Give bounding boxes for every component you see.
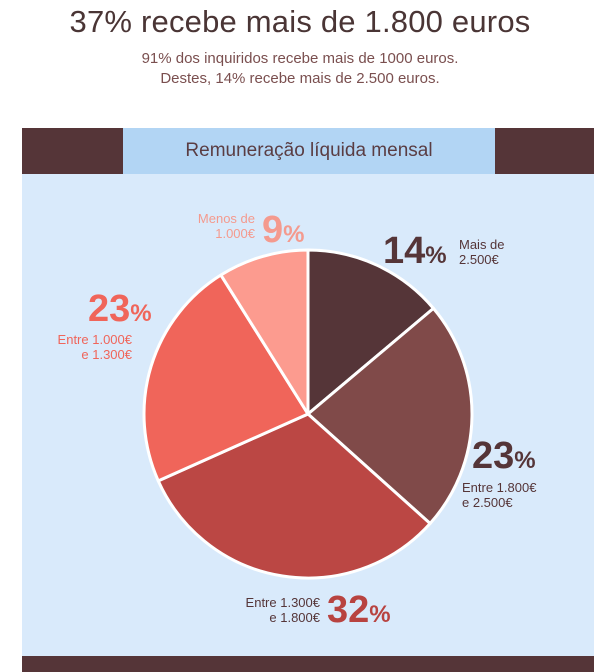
slice-23a-label-line2: e 2.500€ (462, 494, 513, 510)
slice-23b-label-line2: e 1.300€ (81, 346, 132, 362)
subtitle-line-2: Destes, 14% recebe mais de 2.500 euros. (160, 70, 440, 87)
label-9-text: Menos de 1.000€ (170, 211, 255, 242)
label-23a-text: Entre 1.800€ e 2.500€ (462, 480, 537, 511)
slice-32-number: 32 (327, 589, 370, 631)
pie-slice-4 (219, 248, 310, 416)
slice-32-label-line2: e 1.800€ (269, 609, 320, 625)
slice-23a-number: 23 (472, 435, 515, 477)
label-14-value: 14% (383, 232, 447, 270)
slice-14-label-line2: 2.500€ (459, 251, 499, 267)
slice-9-label-line2: 1.000€ (215, 225, 255, 241)
slice-9-number: 9 (262, 209, 284, 251)
label-23a-value: 23% (472, 437, 536, 475)
slice-14-label-line1: Mais de (459, 237, 505, 252)
slice-23b-label-line1: Entre 1.000€ (57, 332, 132, 347)
slice-32-label-line1: Entre 1.300€ (245, 595, 320, 610)
label-23b-text: Entre 1.000€ e 1.300€ (32, 332, 132, 363)
pie-slice-3 (142, 273, 310, 483)
slice-9-label-line1: Menos de (197, 211, 255, 226)
slice-9-percent-sign: % (283, 221, 305, 248)
pie-slice-0 (306, 248, 435, 416)
slice-14-percent-sign: % (425, 242, 447, 269)
subtitle-line-1: 91% dos inquiridos recebe mais de 1000 e… (141, 50, 459, 67)
headline: 37% recebe mais de 1.800 euros (69, 4, 531, 39)
slice-23b-number: 23 (88, 288, 131, 330)
slice-32-percent-sign: % (369, 601, 391, 628)
slice-23b-percent-sign: % (130, 300, 152, 327)
pie-slice-2 (156, 412, 432, 580)
label-32-value: 32% (327, 591, 391, 629)
chart-footer-band (22, 656, 594, 672)
slice-23a-label-line1: Entre 1.800€ (462, 480, 537, 495)
label-32-text: Entre 1.300€ e 1.800€ (230, 595, 320, 626)
chart-title: Remuneração líquida mensal (123, 128, 495, 174)
slice-14-number: 14 (383, 230, 426, 272)
label-14-text: Mais de 2.500€ (459, 237, 505, 268)
pie-slice-1 (306, 306, 474, 525)
label-23b-value: 23% (88, 290, 152, 328)
slice-23a-percent-sign: % (514, 447, 536, 474)
label-9-value: 9% (262, 211, 304, 249)
